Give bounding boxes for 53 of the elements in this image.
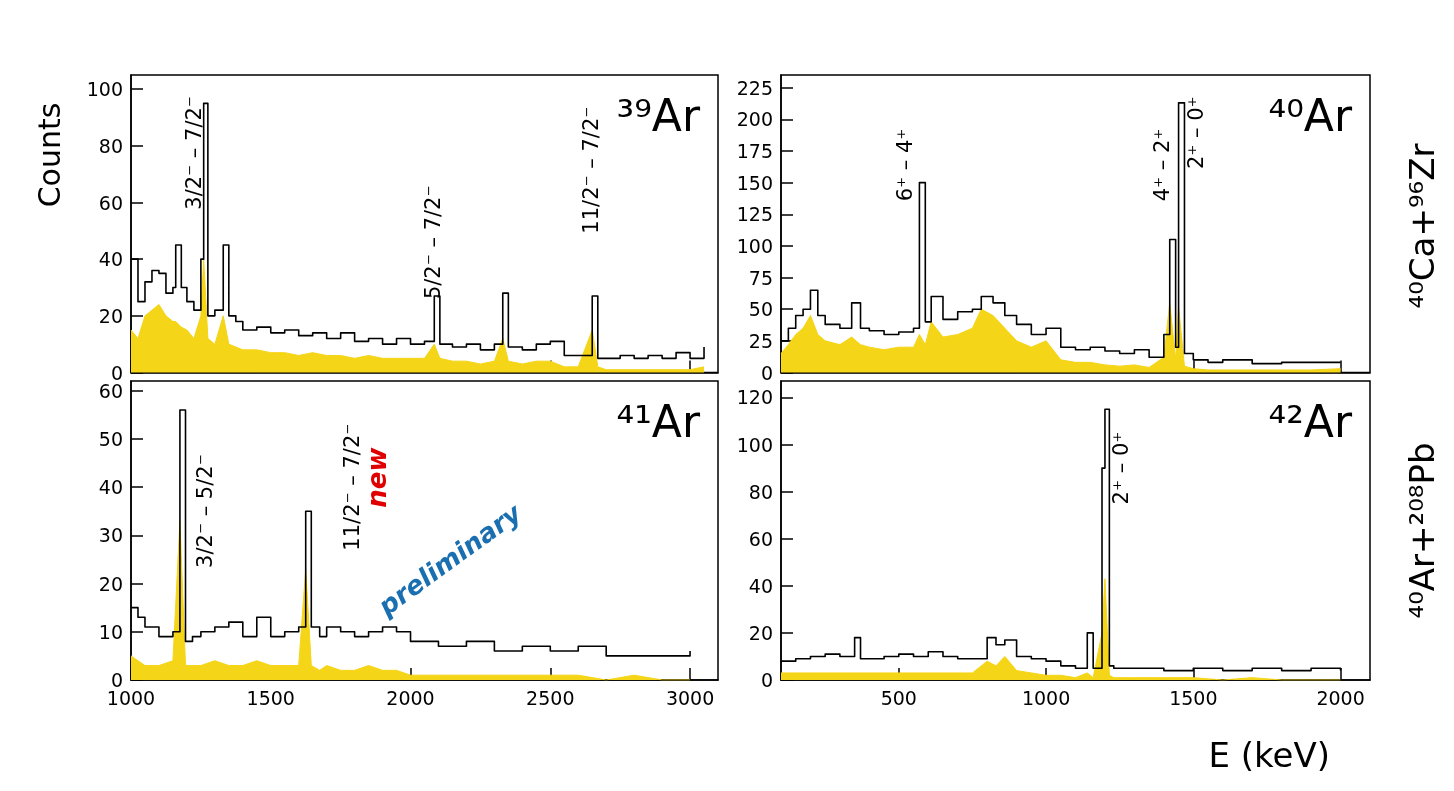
- y-tick-label: 20: [98, 572, 123, 595]
- y-tick-label: 125: [736, 203, 773, 226]
- x-tick-label: 2500: [526, 686, 575, 709]
- y-tick-label: 100: [86, 78, 123, 101]
- annotation: new: [361, 446, 392, 508]
- y-tick-label: 75: [748, 266, 773, 289]
- y-tick-label: 175: [736, 139, 773, 162]
- y-tick-label: 100: [736, 433, 773, 456]
- x-tick-label: 2000: [386, 686, 435, 709]
- y-tick-label: 25: [748, 329, 773, 352]
- annotation: 11/2⁻ – 7/2⁻: [578, 106, 603, 234]
- y-axis-title: Counts: [31, 102, 67, 208]
- annotation: ⁴¹Ar: [616, 395, 701, 447]
- y-tick-label: 40: [98, 476, 123, 499]
- y-tick-label: 150: [736, 171, 773, 194]
- y-tick-label: 30: [98, 524, 123, 547]
- y-tick-label: 20: [98, 304, 123, 327]
- annotation: ⁴²Ar: [1268, 395, 1353, 447]
- annotation: 5/2⁻ – 7/2⁻: [420, 185, 445, 300]
- y-tick-label: 60: [98, 191, 123, 214]
- x-tick-label: 2000: [1316, 686, 1365, 709]
- text: ⁴⁰Ca+⁹⁶Zr: [1402, 143, 1442, 309]
- annotation: 2⁺ – 0⁺: [1184, 96, 1209, 170]
- annotation: ⁴⁰Ar: [1268, 89, 1353, 141]
- y-tick-label: 40: [748, 574, 773, 597]
- y-tick-label: 0: [760, 669, 773, 691]
- annotation: 4⁺ – 2⁺: [1150, 128, 1175, 202]
- annotation: ³⁹Ar: [616, 89, 701, 141]
- annotation: 6⁺ – 4⁺: [892, 128, 917, 202]
- x-tick-label: 3000: [665, 686, 715, 709]
- annotation: 3/2⁻ – 7/2⁻: [181, 96, 206, 210]
- y-tick-label: 60: [748, 527, 773, 550]
- annotation: 2⁺ – 0⁺: [1109, 431, 1134, 505]
- y-tick-label: 80: [748, 480, 773, 503]
- y-tick-label: 120: [736, 386, 773, 409]
- text: ⁴⁰Ar+²⁰⁸Pb: [1402, 442, 1442, 619]
- x-tick-label: 1500: [1169, 686, 1218, 709]
- y-tick-label: 100: [736, 234, 773, 257]
- x-tick-label: 1500: [246, 686, 295, 709]
- y-tick-label: 200: [736, 108, 773, 131]
- y-tick-label: 0: [760, 361, 773, 384]
- y-tick-label: 225: [736, 76, 773, 99]
- x-axis-title: E (keV): [1208, 735, 1330, 775]
- y-tick-label: 50: [748, 298, 773, 321]
- y-tick-label: 50: [98, 427, 123, 450]
- y-tick-label: 40: [98, 248, 123, 271]
- annotation: 3/2⁻ – 5/2⁻: [192, 454, 217, 568]
- x-tick-label: 1000: [1021, 686, 1071, 709]
- y-tick-label: 80: [98, 134, 123, 157]
- x-tick-label: 500: [880, 686, 917, 709]
- y-tick-label: 20: [748, 621, 773, 644]
- annotation: 11/2⁻ – 7/2⁻: [339, 423, 364, 551]
- y-tick-label: 10: [98, 620, 123, 643]
